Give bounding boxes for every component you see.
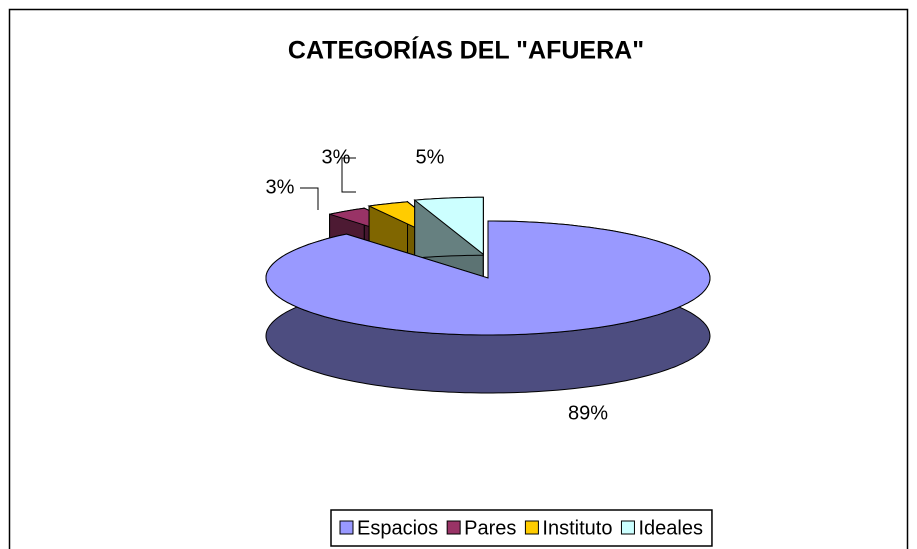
data-label: 5% — [416, 146, 445, 168]
leader-line — [300, 187, 319, 210]
legend-swatch — [524, 520, 539, 535]
legend-label: Ideales — [638, 517, 703, 539]
data-label: 3% — [322, 146, 351, 168]
slice-top — [413, 196, 484, 256]
slice-top — [265, 220, 711, 336]
chart-border — [8, 8, 909, 549]
legend: Espacios Pares Instituto Ideales — [330, 509, 713, 547]
legend-label: Espacios — [357, 517, 438, 539]
legend-label: Pares — [464, 517, 516, 539]
leader-line — [341, 157, 356, 193]
data-label: 89% — [568, 402, 608, 424]
legend-label: Instituto — [542, 517, 612, 539]
legend-swatch — [446, 520, 461, 535]
legend-swatch — [339, 520, 354, 535]
chart-title: CATEGORÍAS DEL "AFUERA" — [288, 36, 644, 65]
slice — [265, 220, 711, 394]
legend-box — [330, 509, 713, 547]
data-label: 3% — [266, 176, 295, 198]
legend-swatch — [620, 520, 635, 535]
